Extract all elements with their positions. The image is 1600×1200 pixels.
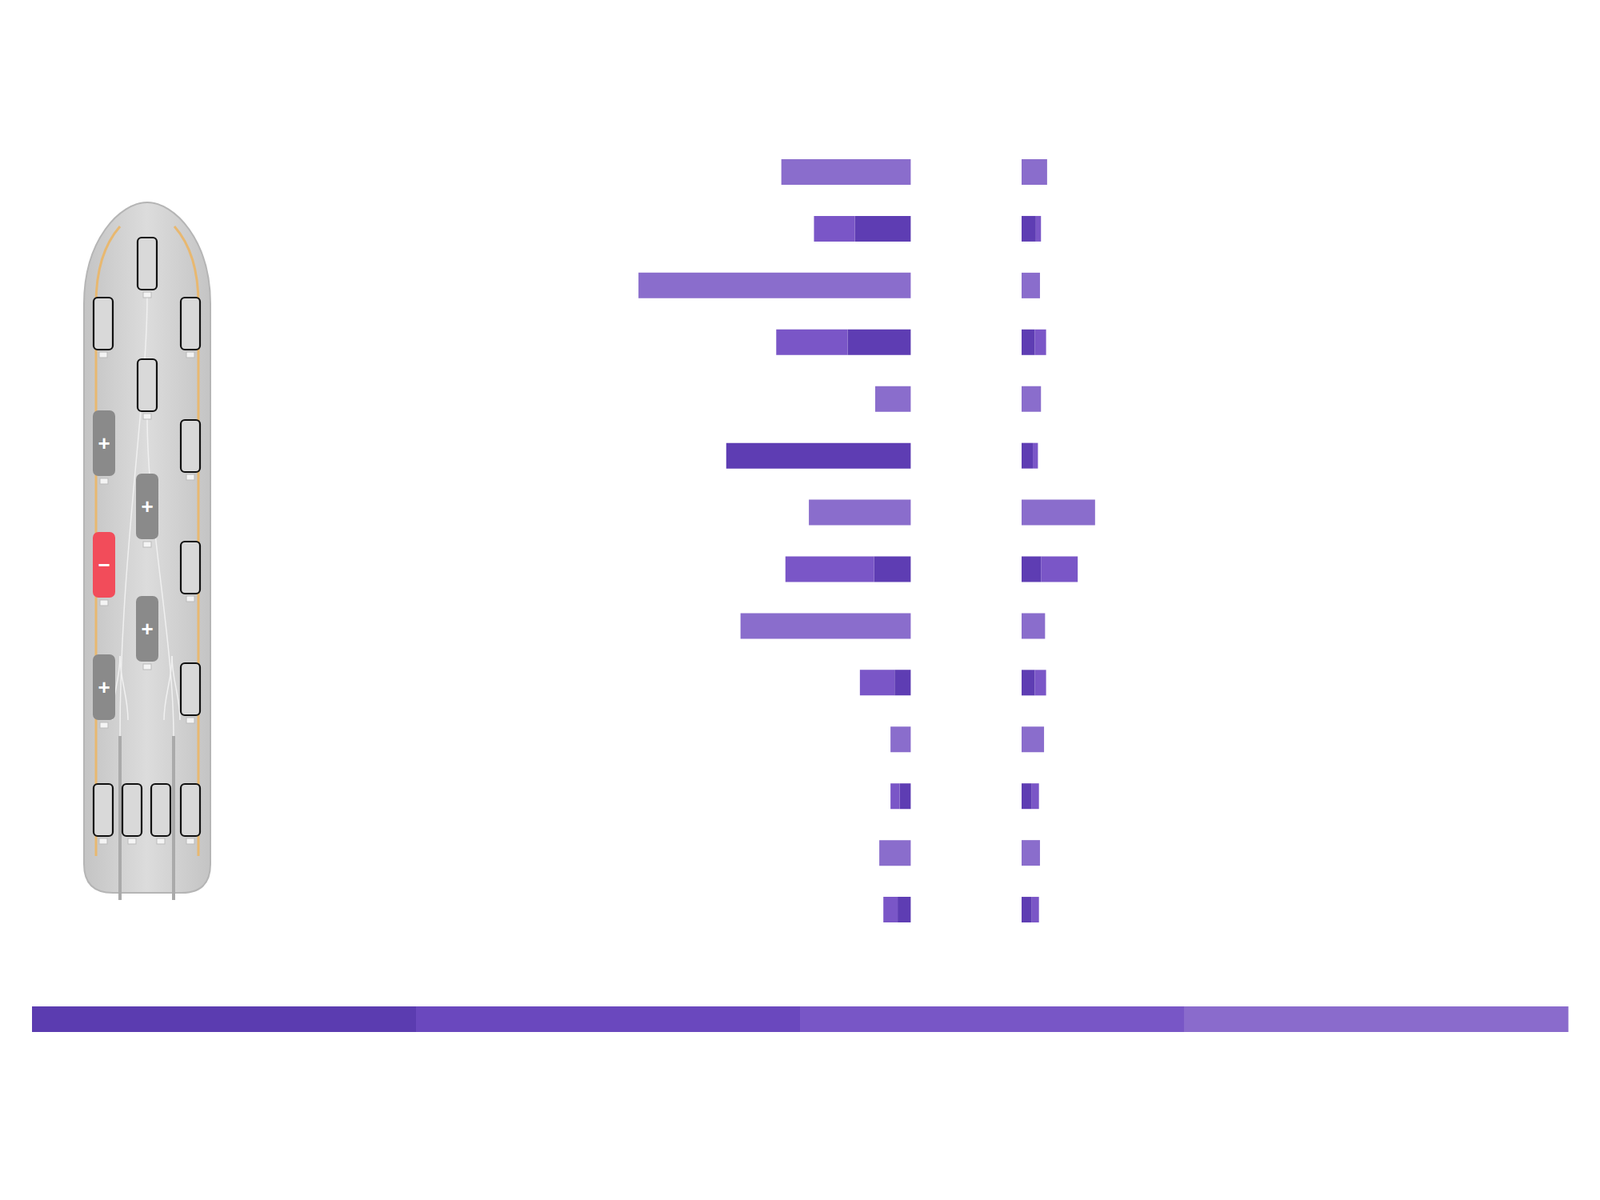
svg-text:+: + — [97, 431, 110, 456]
svg-text:+: + — [140, 616, 153, 641]
svg-text:−: − — [97, 552, 110, 577]
svg-text:+: + — [140, 494, 153, 519]
svg-text:+: + — [97, 675, 110, 700]
